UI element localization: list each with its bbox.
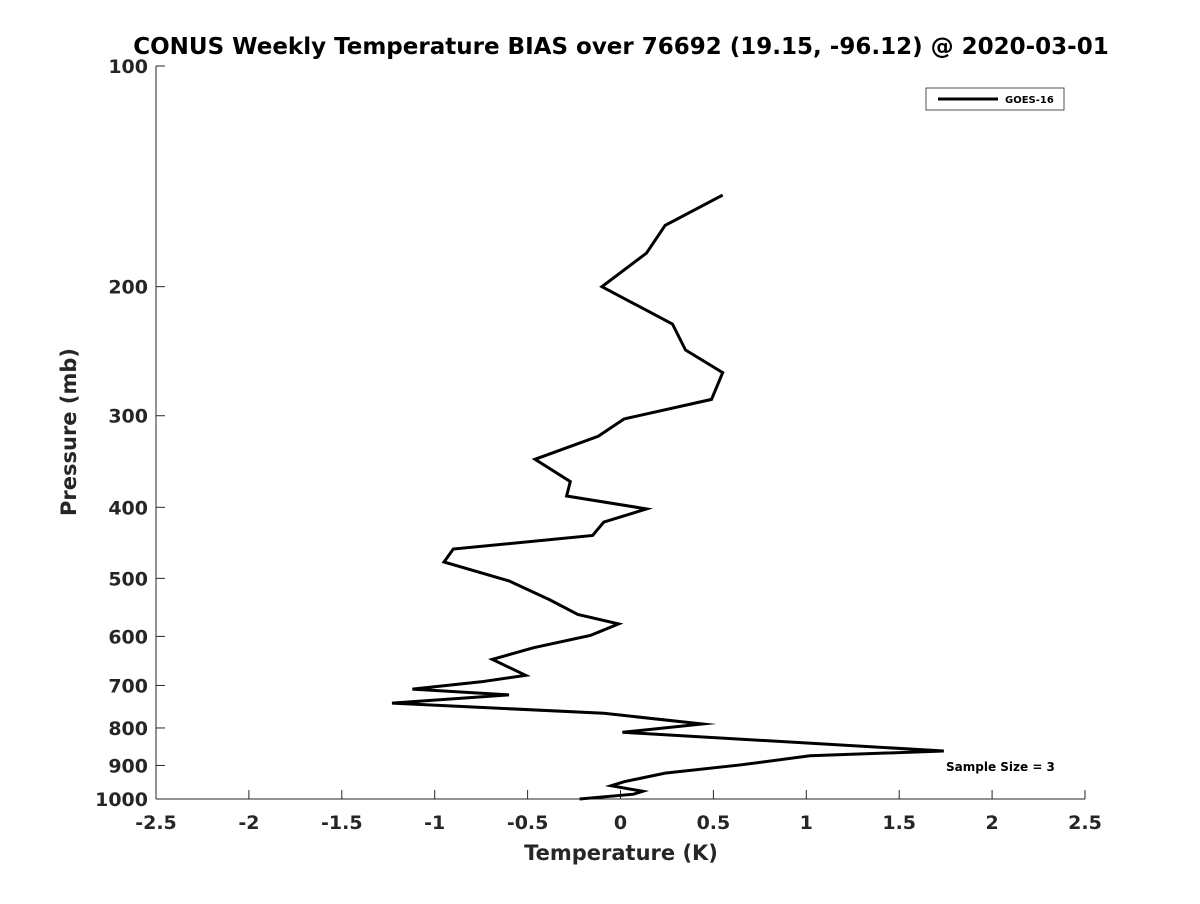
x-tick-label: -0.5 bbox=[507, 812, 549, 834]
y-tick-label: 800 bbox=[108, 718, 148, 740]
y-tick-label: 700 bbox=[108, 675, 148, 697]
x-tick-label: 0 bbox=[614, 812, 627, 834]
x-tick-label: 0.5 bbox=[697, 812, 731, 834]
x-tick-label: -2 bbox=[238, 812, 259, 834]
chart-title: CONUS Weekly Temperature BIAS over 76692… bbox=[133, 34, 1108, 60]
x-ticks: -2.5 -2 -1.5 -1 -0.5 0 0.5 1 1.5 2 2.5 bbox=[135, 790, 1102, 834]
y-tick-label: 400 bbox=[108, 497, 148, 519]
y-axis-label: Pressure (mb) bbox=[57, 348, 81, 516]
y-tick-label: 500 bbox=[108, 568, 148, 590]
y-tick-label: 300 bbox=[108, 406, 148, 428]
x-tick-label: 2 bbox=[985, 812, 998, 834]
x-tick-label: 1.5 bbox=[882, 812, 916, 834]
y-tick-label: 600 bbox=[108, 626, 148, 648]
y-ticks: 100 200 300 400 500 600 700 800 900 1000 bbox=[95, 56, 165, 811]
series-layer bbox=[391, 193, 944, 801]
series-line-GOES-16 bbox=[391, 193, 944, 801]
x-tick-label: 1 bbox=[800, 812, 813, 834]
legend: GOES-16 bbox=[925, 87, 1065, 111]
x-tick-label: -1 bbox=[424, 812, 445, 834]
y-tick-label: 1000 bbox=[95, 789, 148, 811]
y-tick-label: 100 bbox=[108, 56, 148, 78]
y-tick-label: 900 bbox=[108, 755, 148, 777]
legend-label: GOES-16 bbox=[1005, 95, 1054, 106]
x-tick-label: -2.5 bbox=[135, 812, 177, 834]
x-axis-label: Temperature (K) bbox=[524, 841, 718, 865]
x-tick-label: 2.5 bbox=[1068, 812, 1102, 834]
sample-size-annotation: Sample Size = 3 bbox=[946, 760, 1055, 774]
x-tick-label: -1.5 bbox=[321, 812, 363, 834]
y-tick-label: 200 bbox=[108, 277, 148, 299]
axes: -2.5 -2 -1.5 -1 -0.5 0 0.5 1 1.5 2 2.5 100 200 300 40… bbox=[95, 56, 1102, 834]
